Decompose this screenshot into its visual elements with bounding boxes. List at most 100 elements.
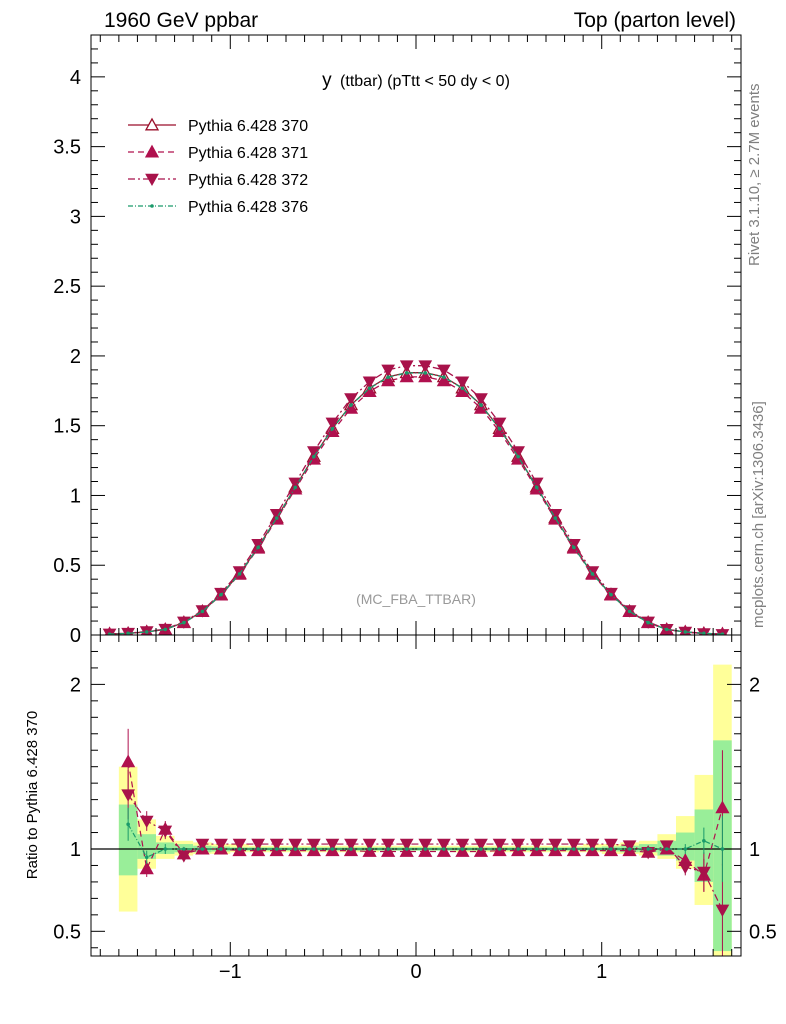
series-2-point-10	[288, 477, 303, 490]
series-3-point-5	[200, 609, 205, 614]
legend-marker-0	[144, 117, 160, 131]
ratio-2-point-27	[627, 847, 632, 851]
ratio-2-point-14	[386, 847, 390, 851]
ratio-2-point-18	[460, 847, 465, 851]
ratio-1-point-29	[659, 840, 674, 853]
series-3-point-8	[256, 545, 260, 550]
legend: Pythia 6.428 370 Pythia 6.428 371 Pythia 6…	[128, 117, 308, 216]
ratio-2-point-9	[293, 847, 298, 851]
legend-label-2: Pythia 6.428 372	[188, 172, 308, 189]
ratio-1-point-20	[492, 838, 507, 852]
ratio-0-point-1	[139, 861, 154, 875]
series-2-point-12	[325, 417, 340, 430]
series-1-point-17	[418, 369, 433, 383]
series-3-point-20	[479, 403, 483, 407]
ratio-y-tick-label-right-2: 2	[749, 674, 760, 696]
ratio-2-point-19	[479, 847, 483, 851]
legend-label-0: Pythia 6.428 370	[188, 118, 308, 135]
ratio-2-point-17	[442, 847, 446, 851]
series-2-point-25	[567, 539, 581, 552]
band-green-1	[137, 834, 156, 859]
ratio-2-point-1	[144, 855, 149, 860]
ratio-1-point-15	[399, 838, 414, 852]
chart-title-main: y	[322, 70, 332, 91]
ratio-1-point-23	[548, 838, 563, 852]
legend-marker-3	[150, 204, 154, 208]
ratio-0-point-0	[121, 754, 136, 768]
series-1-point-18	[436, 373, 451, 387]
series-3-point-1	[126, 631, 130, 635]
ratio-2-point-6	[237, 847, 242, 851]
legend-marker-2	[145, 173, 159, 187]
legend-label-3: Pythia 6.428 376	[188, 199, 308, 216]
axis-ticks	[91, 34, 741, 956]
ratio-0-point-32	[715, 800, 730, 814]
series-3-point-26	[590, 572, 595, 576]
series-3-point-18	[442, 375, 446, 379]
series-3-point-11	[312, 454, 316, 459]
ratio-1-point-6	[232, 838, 247, 852]
series-3-point-3	[163, 627, 168, 632]
ratio-2-point-7	[256, 847, 260, 851]
series-3-point-16	[404, 371, 409, 375]
ratio-2-point-3	[182, 847, 186, 851]
series-3-point-0	[107, 632, 112, 635]
series-3-point-13	[349, 403, 353, 407]
main-y-tick-label-1: 0.5	[53, 555, 81, 577]
series-2-point-20	[474, 393, 488, 406]
ratio-2-point-29	[664, 847, 669, 851]
header-right: Top (parton level)	[573, 9, 736, 32]
ratio-1-point-7	[251, 838, 265, 852]
ratio-frame	[90, 634, 742, 957]
series-1-point-15	[381, 373, 396, 387]
ratio-1-point-10	[307, 838, 321, 852]
ratio-2-point-28	[646, 847, 650, 851]
series-3-point-25	[572, 545, 576, 550]
ratio-uncertainty-bands	[118, 664, 732, 956]
ratio-2-point-16	[423, 847, 428, 851]
ratio-2-point-15	[404, 847, 409, 851]
series-3-point-32	[702, 631, 706, 635]
ratio-2-point-26	[609, 847, 613, 851]
ratio-1-point-9	[288, 838, 303, 852]
series-2-point-15	[381, 364, 395, 377]
x-tick-label-1: 0	[410, 961, 421, 983]
series-3-point-4	[182, 620, 186, 625]
ratio-2-point-2	[163, 847, 168, 851]
series-3-point-9	[274, 516, 279, 520]
series-3-point-17	[423, 371, 428, 375]
series-3-point-28	[627, 609, 632, 614]
header-left: 1960 GeV ppbar	[104, 9, 259, 32]
series-1-point-16	[399, 369, 414, 383]
series-3-point-14	[367, 386, 372, 391]
x-tick-label-2: 1	[596, 961, 607, 983]
ratio-1-point-5	[214, 838, 228, 852]
series-3-point-22	[516, 454, 520, 459]
ratio-2-point-0	[126, 822, 130, 827]
ratio-1-point-11	[325, 838, 340, 852]
series-3-point-30	[664, 627, 669, 632]
series-2-point-19	[455, 376, 470, 389]
ratio-1-point-31	[697, 866, 711, 880]
series-3-point-12	[330, 426, 335, 431]
ratio-2-point-12	[349, 847, 353, 851]
ratio-1-point-30	[678, 861, 693, 875]
series-3-point-33	[720, 632, 725, 635]
ratio-y-tick-label-left-2: 2	[70, 674, 81, 696]
series-2-point-17	[418, 360, 433, 373]
main-y-tick-label-4: 2	[70, 346, 81, 368]
main-y-tick-label-2: 1	[70, 485, 81, 507]
ratio-y-tick-label-right-0: 0.5	[749, 921, 777, 943]
main-y-tick-label-0: 0	[70, 625, 81, 647]
ratio-1-point-8	[269, 838, 284, 852]
legend-label-1: Pythia 6.428 371	[188, 145, 308, 162]
series-3-point-27	[609, 592, 613, 597]
series-3-point-6	[219, 592, 223, 597]
ratio-line-2	[127, 824, 723, 859]
series-3-point-7	[237, 572, 242, 576]
main-y-tick-label-5: 2.5	[53, 276, 81, 298]
chart-title-rest: (ttbar) (pTtt < 50 dy < 0)	[340, 73, 510, 90]
ratio-2-point-25	[590, 847, 595, 851]
series-line-2	[109, 365, 723, 635]
ratio-2-point-13	[367, 847, 372, 851]
